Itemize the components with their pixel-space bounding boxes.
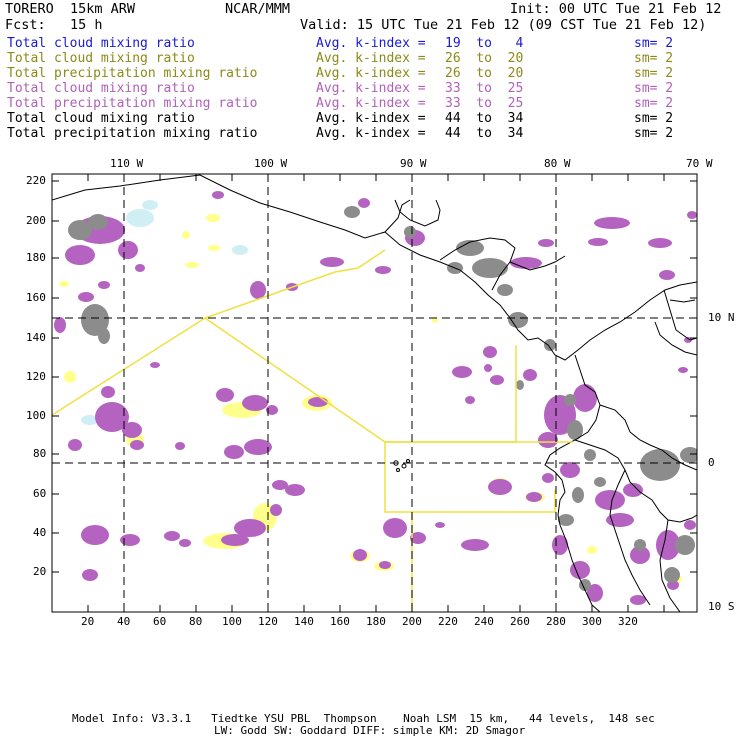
legend-row-range: 19 to 4	[445, 36, 524, 51]
forecast-hour: Fcst: 15 h	[5, 17, 103, 33]
legend-row-field: Total cloud mixing ratio	[7, 51, 195, 66]
legend-row-index: Avg. k-index =	[316, 96, 426, 111]
lat-label: 10 N	[708, 311, 735, 324]
x-tick-label: 280	[546, 615, 566, 628]
legend-row-sm: sm= 2	[634, 81, 674, 96]
x-tick-label: 100	[222, 615, 242, 628]
legend-row-range: 26 to 20	[445, 66, 524, 81]
legend-row-range: 33 to 25	[445, 81, 524, 96]
legend-row-index: Avg. k-index =	[316, 51, 426, 66]
model-info: Model Info: V3.3.1 Tiedtke YSU PBL Thomp…	[72, 712, 655, 725]
lon-label: 70 W	[686, 157, 713, 170]
x-tick-label: 140	[294, 615, 314, 628]
valid-time: Valid: 15 UTC Tue 21 Feb 12 (09 CST Tue …	[300, 17, 707, 33]
legend-row-field: Total precipitation mixing ratio	[7, 126, 258, 141]
legend-row-field: Total precipitation mixing ratio	[7, 96, 258, 111]
lon-label: 100 W	[254, 157, 288, 170]
x-tick-label: 300	[582, 615, 602, 628]
legend-row-range: 44 to 34	[445, 111, 524, 126]
physics-info: LW: Godd SW: Goddard DIFF: simple KM: 2D…	[214, 724, 526, 737]
x-tick-label: 20	[81, 615, 95, 628]
map-frame	[51, 173, 698, 613]
legend-row-field: Total cloud mixing ratio	[7, 111, 195, 126]
legend-row-sm: sm= 2	[634, 96, 674, 111]
y-tick-label: 100	[26, 409, 46, 422]
y-tick-label: 20	[33, 565, 47, 578]
lon-label: 110 W	[110, 157, 144, 170]
legend-row-field: Total cloud mixing ratio	[7, 36, 195, 51]
y-tick-label: 160	[26, 291, 46, 304]
lat-lon-grid	[52, 174, 697, 612]
init-time: Init: 00 UTC Tue 21 Feb 12	[510, 1, 722, 17]
legend-row-range: 44 to 34	[445, 126, 524, 141]
legend-row-range: 26 to 20	[445, 51, 524, 66]
precip-mid-areas	[54, 191, 697, 605]
y-tick-label: 60	[33, 487, 47, 500]
x-tick-label: 60	[153, 615, 167, 628]
precip-high-areas	[68, 206, 697, 591]
legend-row-sm: sm= 2	[634, 36, 674, 51]
legend-row-index: Avg. k-index =	[316, 81, 426, 96]
legend-row-index: Avg. k-index =	[316, 126, 426, 141]
x-tick-label: 160	[330, 615, 350, 628]
map-field-layer	[52, 174, 697, 612]
x-tick-label: 220	[438, 615, 458, 628]
y-tick-label: 40	[33, 526, 47, 539]
x-tick-label: 260	[510, 615, 530, 628]
lon-label: 90 W	[400, 157, 427, 170]
lat-label: 10 S	[708, 600, 735, 613]
y-tick-label: 140	[26, 331, 46, 344]
legend-row-index: Avg. k-index =	[316, 36, 426, 51]
organization: NCAR/MMM	[225, 1, 291, 17]
x-tick-marks	[87, 174, 665, 612]
y-tick-marks	[52, 180, 697, 573]
legend-row-index: Avg. k-index =	[316, 66, 426, 81]
legend-row-sm: sm= 2	[634, 126, 674, 141]
y-tick-label: 180	[26, 251, 46, 264]
legend-row-sm: sm= 2	[634, 51, 674, 66]
model-name: TORERO 15km ARW	[5, 1, 136, 17]
legend-row-sm: sm= 2	[634, 111, 674, 126]
light-cloud-areas	[81, 200, 248, 425]
lat-label: 0	[708, 456, 715, 469]
legend-row-field: Total precipitation mixing ratio	[7, 66, 258, 81]
x-tick-label: 200	[402, 615, 422, 628]
legend-row-index: Avg. k-index =	[316, 111, 426, 126]
x-tick-label: 40	[117, 615, 131, 628]
y-tick-label: 120	[26, 370, 46, 383]
lon-label: 80 W	[544, 157, 571, 170]
legend-row-range: 33 to 25	[445, 96, 524, 111]
legend-row-sm: sm= 2	[634, 66, 674, 81]
legend-row-field: Total cloud mixing ratio	[7, 81, 195, 96]
y-tick-label: 200	[26, 214, 46, 227]
x-tick-label: 120	[258, 615, 278, 628]
x-tick-label: 180	[366, 615, 386, 628]
x-tick-label: 80	[189, 615, 203, 628]
x-tick-label: 240	[474, 615, 494, 628]
y-tick-label: 220	[26, 174, 46, 187]
coastlines	[52, 174, 697, 612]
y-tick-label: 80	[33, 447, 47, 460]
x-tick-label: 320	[618, 615, 638, 628]
